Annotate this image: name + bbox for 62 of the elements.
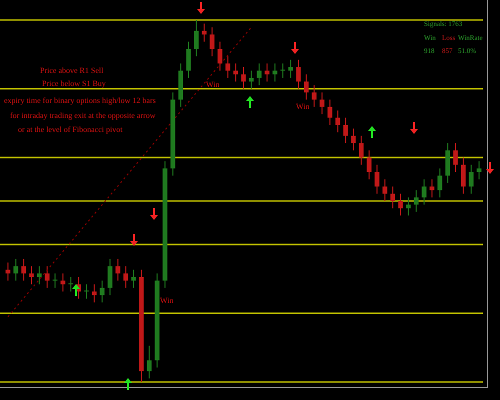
annotation: expiry time for binary options high/low 12 bars <box>4 96 156 105</box>
annotation: Win <box>206 80 220 89</box>
annotation: for intraday trading exit at the opposite arrow <box>10 111 156 120</box>
candlestick <box>116 258 120 282</box>
candlestick <box>218 41 222 72</box>
candlestick <box>272 62 278 82</box>
annotation: Price above R1 Sell <box>40 66 104 75</box>
candlestick <box>476 160 482 180</box>
candlestick <box>296 59 301 90</box>
candlestick <box>60 272 66 292</box>
candlestick <box>414 190 419 212</box>
candlestick <box>304 74 309 100</box>
candlestick <box>202 23 207 42</box>
candlestick <box>320 92 324 115</box>
candlestick <box>131 269 136 288</box>
candlestick <box>233 62 238 82</box>
candlestick <box>335 110 340 133</box>
candlestick <box>186 41 191 78</box>
candlestick <box>382 178 388 202</box>
candlestick <box>256 62 262 86</box>
annotation: Price below S1 Buy <box>42 79 106 88</box>
candlestick <box>398 193 403 216</box>
candlestick <box>453 142 458 173</box>
candlestick <box>194 20 199 57</box>
annotation: or at the level of Fibonacci pivot <box>18 125 122 134</box>
candlestick <box>123 266 128 288</box>
candlestick <box>36 266 42 285</box>
candlestick <box>288 59 293 78</box>
candlestick <box>248 70 254 90</box>
candlestick <box>100 280 105 303</box>
candlestick <box>210 26 214 57</box>
candlestick <box>374 164 380 194</box>
candlestick <box>225 56 230 78</box>
candlestick <box>241 66 246 90</box>
candlestick <box>430 178 434 198</box>
candlestick <box>13 258 18 282</box>
candlestick <box>422 178 426 206</box>
candlestick <box>468 164 474 194</box>
candlestick <box>312 84 317 108</box>
candlestick <box>108 258 112 296</box>
candlestick <box>29 266 34 285</box>
candlestick <box>343 117 348 144</box>
candlestick <box>366 150 372 180</box>
candlestick <box>280 62 286 78</box>
candlestick <box>84 284 89 300</box>
candlestick <box>437 168 442 198</box>
candlestick <box>351 128 356 151</box>
candlestick <box>44 266 50 288</box>
candlestick <box>328 99 332 126</box>
candlestick <box>52 272 58 288</box>
annotation: Win <box>296 102 310 111</box>
candlestick <box>68 276 74 292</box>
candlestick <box>358 135 364 166</box>
candlestick <box>146 345 152 379</box>
candlestick <box>92 284 97 303</box>
candlestick <box>390 186 396 209</box>
candlestick <box>406 196 411 216</box>
annotation: Win <box>160 296 174 305</box>
candlestick <box>6 262 10 282</box>
candlestick <box>461 157 466 194</box>
candlestick <box>264 62 270 82</box>
candlestick <box>21 258 26 282</box>
